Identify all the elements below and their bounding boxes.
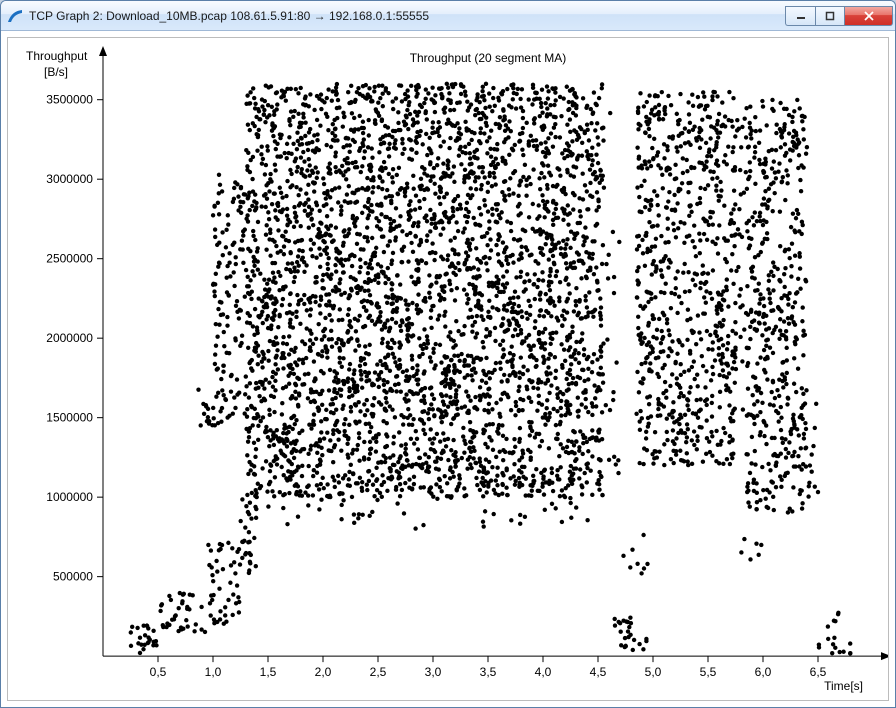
x-tick-label: 3,5 — [480, 665, 497, 679]
y-tick-label: 2000000 — [46, 331, 93, 345]
x-tick-label: 6,5 — [810, 665, 827, 679]
x-tick-label: 2,5 — [370, 665, 387, 679]
throughput-scatter-chart[interactable]: Throughput (20 segment MA) Throughput [B/s… — [8, 38, 888, 700]
minimize-icon — [796, 11, 806, 21]
content-area: Throughput (20 segment MA) Throughput [B/s… — [1, 31, 895, 707]
window-controls — [785, 6, 893, 26]
y-tick-label: 500000 — [53, 570, 93, 584]
maximize-button[interactable] — [815, 6, 845, 26]
x-tick-label: 0,5 — [150, 665, 167, 679]
y-tick-label: 1500000 — [46, 411, 93, 425]
close-icon — [863, 11, 875, 21]
y-tick-label: 3000000 — [46, 172, 93, 186]
x-tick-label: 5,5 — [700, 665, 717, 679]
y-axis-label-1: Throughput — [26, 49, 88, 63]
x-axis-label: Time[s] — [824, 679, 863, 693]
x-tick-label: 4,0 — [535, 665, 552, 679]
x-tick-label: 2,0 — [315, 665, 332, 679]
wireshark-fin-icon — [7, 8, 23, 24]
app-window: TCP Graph 2: Download_10MB.pcap 108.61.5… — [0, 0, 896, 708]
x-tick-label: 3,0 — [425, 665, 442, 679]
x-tick-label: 5,0 — [645, 665, 662, 679]
y-axis-label-2: [B/s] — [44, 65, 68, 79]
window-title: TCP Graph 2: Download_10MB.pcap 108.61.5… — [29, 9, 785, 23]
chart-title: Throughput (20 segment MA) — [410, 51, 567, 65]
chart-container: Throughput (20 segment MA) Throughput [B/s… — [7, 37, 889, 701]
y-tick-label: 2500000 — [46, 252, 93, 266]
y-tick-label: 3500000 — [46, 93, 93, 107]
maximize-icon — [825, 11, 835, 21]
x-tick-label: 6,0 — [755, 665, 772, 679]
minimize-button[interactable] — [785, 6, 815, 26]
x-tick-label: 1,5 — [260, 665, 277, 679]
close-button[interactable] — [845, 6, 893, 26]
x-tick-label: 1,0 — [205, 665, 222, 679]
y-tick-label: 1000000 — [46, 490, 93, 504]
x-tick-label: 4,5 — [590, 665, 607, 679]
titlebar[interactable]: TCP Graph 2: Download_10MB.pcap 108.61.5… — [1, 1, 895, 31]
